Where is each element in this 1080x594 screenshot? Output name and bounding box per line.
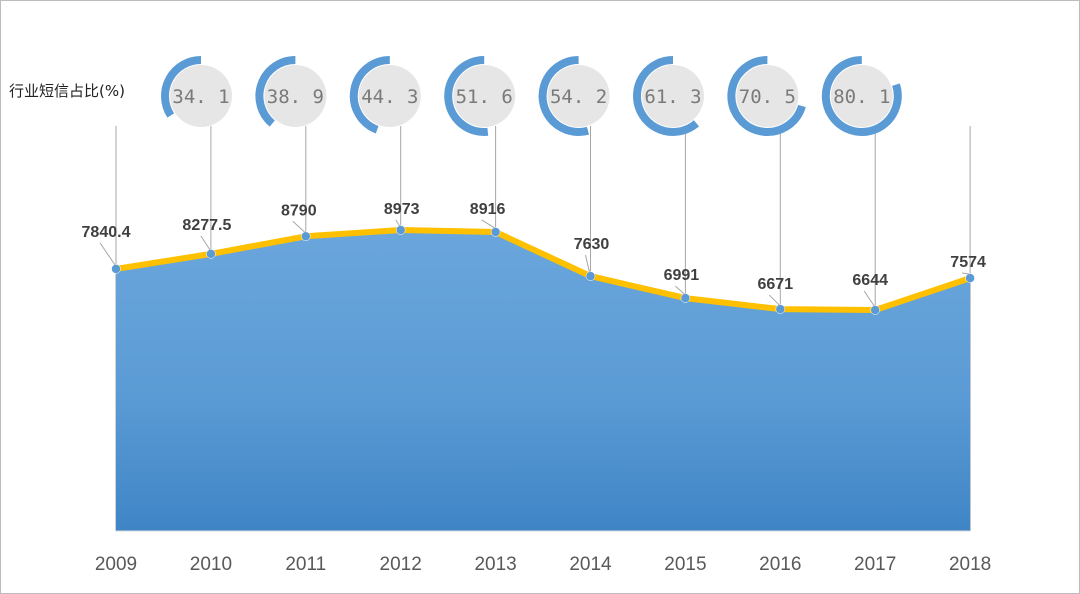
share-ring — [255, 56, 296, 127]
tick-label-2013: 2013 — [474, 554, 516, 575]
tick-label-2011: 2011 — [285, 554, 326, 575]
tick-label-2017: 2017 — [854, 554, 896, 575]
share-donut-7: 80. 1 — [821, 56, 902, 136]
value-label-2017: 6644 — [852, 272, 888, 289]
tick-label-2018: 2018 — [949, 554, 991, 575]
value-label-2018: 7574 — [950, 254, 986, 271]
data-point-2009 — [111, 264, 121, 274]
series-line — [115, 227, 972, 313]
tick-label-2015: 2015 — [664, 554, 706, 575]
data-point-2016 — [775, 304, 786, 314]
label-leader-2016 — [768, 294, 780, 306]
share-ring — [633, 56, 700, 136]
data-point-2018 — [965, 273, 975, 283]
share-ring — [444, 56, 489, 136]
share-center — [358, 65, 421, 127]
tick-label-2009: 2009 — [95, 554, 137, 575]
label-leader-2015 — [675, 285, 685, 295]
data-point-2010 — [206, 249, 216, 259]
share-donut-2: 44. 3 — [349, 56, 421, 134]
value-label-2010: 8277.5 — [182, 217, 231, 234]
share-center — [170, 65, 232, 127]
data-point-2015 — [680, 293, 691, 303]
share-center — [547, 65, 610, 127]
value-label-2015: 6991 — [664, 267, 700, 284]
label-leader-2009 — [99, 242, 116, 266]
label-leader-2013 — [481, 219, 495, 229]
share-value: 80. 1 — [833, 86, 890, 108]
tick-label-2016: 2016 — [759, 554, 801, 575]
value-label-2016: 6671 — [758, 276, 794, 293]
share-donut-5: 61. 3 — [633, 56, 704, 136]
data-point-2012 — [395, 225, 406, 235]
value-label-2014: 7630 — [574, 236, 610, 253]
share-value: 51. 6 — [456, 86, 513, 108]
label-leader-2017 — [863, 290, 875, 307]
label-leader-2010 — [200, 235, 211, 251]
share-ring — [821, 56, 902, 136]
share-ring — [727, 56, 806, 136]
value-label-2011: 8790 — [281, 202, 317, 219]
share-value: 61. 3 — [644, 86, 701, 108]
share-value: 54. 2 — [550, 86, 607, 108]
share-center — [264, 65, 327, 127]
tick-label-2014: 2014 — [569, 554, 612, 575]
data-point-2017 — [870, 305, 880, 315]
label-leader-2012 — [395, 219, 401, 227]
share-ring — [349, 56, 390, 134]
share-value: 34. 1 — [172, 86, 229, 108]
share-center — [642, 65, 704, 127]
label-leader-2014 — [585, 255, 590, 273]
share-value: 38. 9 — [267, 86, 324, 108]
tick-label-2012: 2012 — [380, 554, 422, 575]
share-donut-4: 54. 2 — [538, 56, 610, 136]
share-donut-6: 70. 5 — [727, 56, 806, 136]
share-ring — [538, 56, 590, 136]
tick-label-2010: 2010 — [190, 554, 232, 575]
data-point-2011 — [301, 231, 311, 242]
share-donut-1: 38. 9 — [255, 56, 327, 127]
value-label-2013: 8916 — [470, 201, 506, 218]
share-ring — [161, 56, 202, 118]
share-center — [453, 65, 516, 127]
data-point-2014 — [585, 271, 596, 281]
label-leader-2011 — [292, 220, 306, 233]
data-point-2013 — [490, 227, 501, 237]
share-donut-3: 51. 6 — [444, 56, 516, 136]
share-center — [830, 65, 893, 127]
share-donut-0: 34. 1 — [161, 56, 232, 127]
share-center — [736, 65, 799, 127]
share-value: 70. 5 — [739, 86, 796, 108]
value-label-2012: 8973 — [384, 201, 420, 218]
label-leader-2018 — [962, 272, 970, 275]
share-label: 行业短信占比(%) — [9, 82, 125, 100]
value-label-2009: 7840.4 — [82, 224, 131, 241]
share-value: 44. 3 — [361, 86, 418, 108]
area-fill — [116, 230, 971, 531]
